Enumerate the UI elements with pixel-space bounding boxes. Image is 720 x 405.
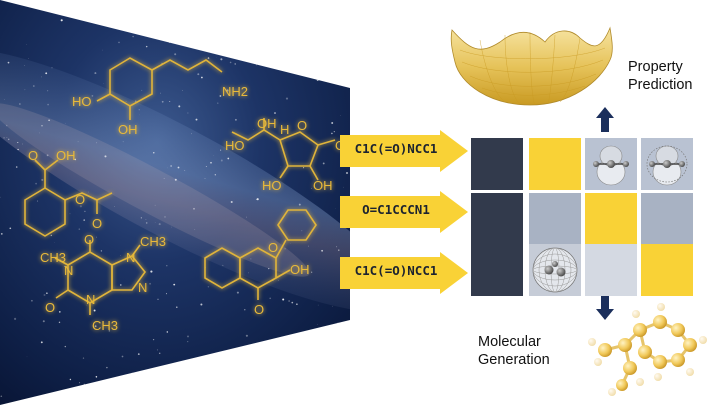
- smiles-string: O=C1CCCN1: [362, 202, 430, 217]
- dopamine-label: NH2: [222, 84, 248, 99]
- grid-cell-yellow: [529, 138, 581, 190]
- grid-cell-light: [585, 244, 637, 296]
- grid-cell-navy: [471, 244, 523, 296]
- space-panel: [0, 0, 350, 405]
- molecule-dopamine: [96, 57, 223, 120]
- embedding-grid: [471, 138, 693, 296]
- generation-label-line1: Molecular: [478, 334, 541, 350]
- blue-arrows: [596, 107, 614, 320]
- caffeine-label: N: [138, 280, 147, 295]
- smiles-arrow-1: C1C(=O)NCC1: [340, 130, 470, 172]
- grid-cell-navy: [471, 193, 523, 245]
- caffeine-label: CH3: [140, 234, 166, 249]
- molecule-aspirin: [24, 159, 113, 237]
- aspirin-label: OH: [56, 148, 76, 163]
- generation-label-line2: Generation: [478, 352, 550, 368]
- ascorbic-label: OH: [313, 178, 333, 193]
- dopamine-label: HO: [72, 94, 92, 109]
- molecule-ascorbic-acid: [231, 118, 336, 181]
- flavonol-label: O: [268, 240, 278, 255]
- molecule-flavonol: [204, 209, 317, 300]
- flavonol-label: O: [254, 302, 264, 317]
- grid-cell-yellow: [585, 193, 637, 245]
- energy-surface-icon: [450, 26, 613, 106]
- flavonol-label: OH: [290, 262, 310, 277]
- ascorbic-label: H: [280, 122, 289, 137]
- smiles-arrow-2: O=C1CCCN1: [340, 191, 470, 233]
- down-arrow-icon: [596, 296, 614, 320]
- dopamine-label: OH: [118, 122, 138, 137]
- aspirin-label: O: [75, 192, 85, 207]
- grid-cell-orbital-s: [529, 244, 581, 296]
- smiles-string: C1C(=O)NCC1: [354, 141, 438, 156]
- grid-cell-gray: [529, 193, 581, 245]
- caffeine-label: CH3: [40, 250, 66, 265]
- up-arrow-icon: [596, 107, 614, 132]
- grid-cell-gray: [641, 193, 693, 245]
- grid-cell-orbital-d: [641, 138, 693, 190]
- caffeine-label: CH3: [92, 318, 118, 333]
- grid-cell-orbital-p: [585, 138, 637, 190]
- caffeine-label: O: [84, 232, 94, 247]
- ascorbic-label: HO: [262, 178, 282, 193]
- caffeine-label: N: [64, 263, 73, 278]
- ascorbic-label: HO: [225, 138, 245, 153]
- smiles-string: C1C(=O)NCC1: [354, 263, 438, 278]
- molecule-ball-stick-icon: [588, 303, 707, 396]
- property-prediction-label: Property Prediction: [628, 58, 692, 94]
- grid-cell-navy: [471, 138, 523, 190]
- caffeine-label: N: [86, 292, 95, 307]
- smiles-arrow-3: C1C(=O)NCC1: [340, 252, 470, 294]
- aspirin-label: O: [28, 148, 38, 163]
- aspirin-label: O: [92, 216, 102, 231]
- caffeine-label: N: [126, 250, 135, 265]
- caffeine-label: O: [45, 300, 55, 315]
- ascorbic-label: O: [297, 118, 307, 133]
- ascorbic-label: OH: [257, 116, 277, 131]
- property-label-line1: Property: [628, 59, 683, 75]
- molecular-generation-label: Molecular Generation: [478, 333, 550, 369]
- molecule-caffeine: [54, 240, 147, 315]
- property-label-line2: Prediction: [628, 77, 693, 93]
- grid-cell-yellow: [641, 244, 693, 296]
